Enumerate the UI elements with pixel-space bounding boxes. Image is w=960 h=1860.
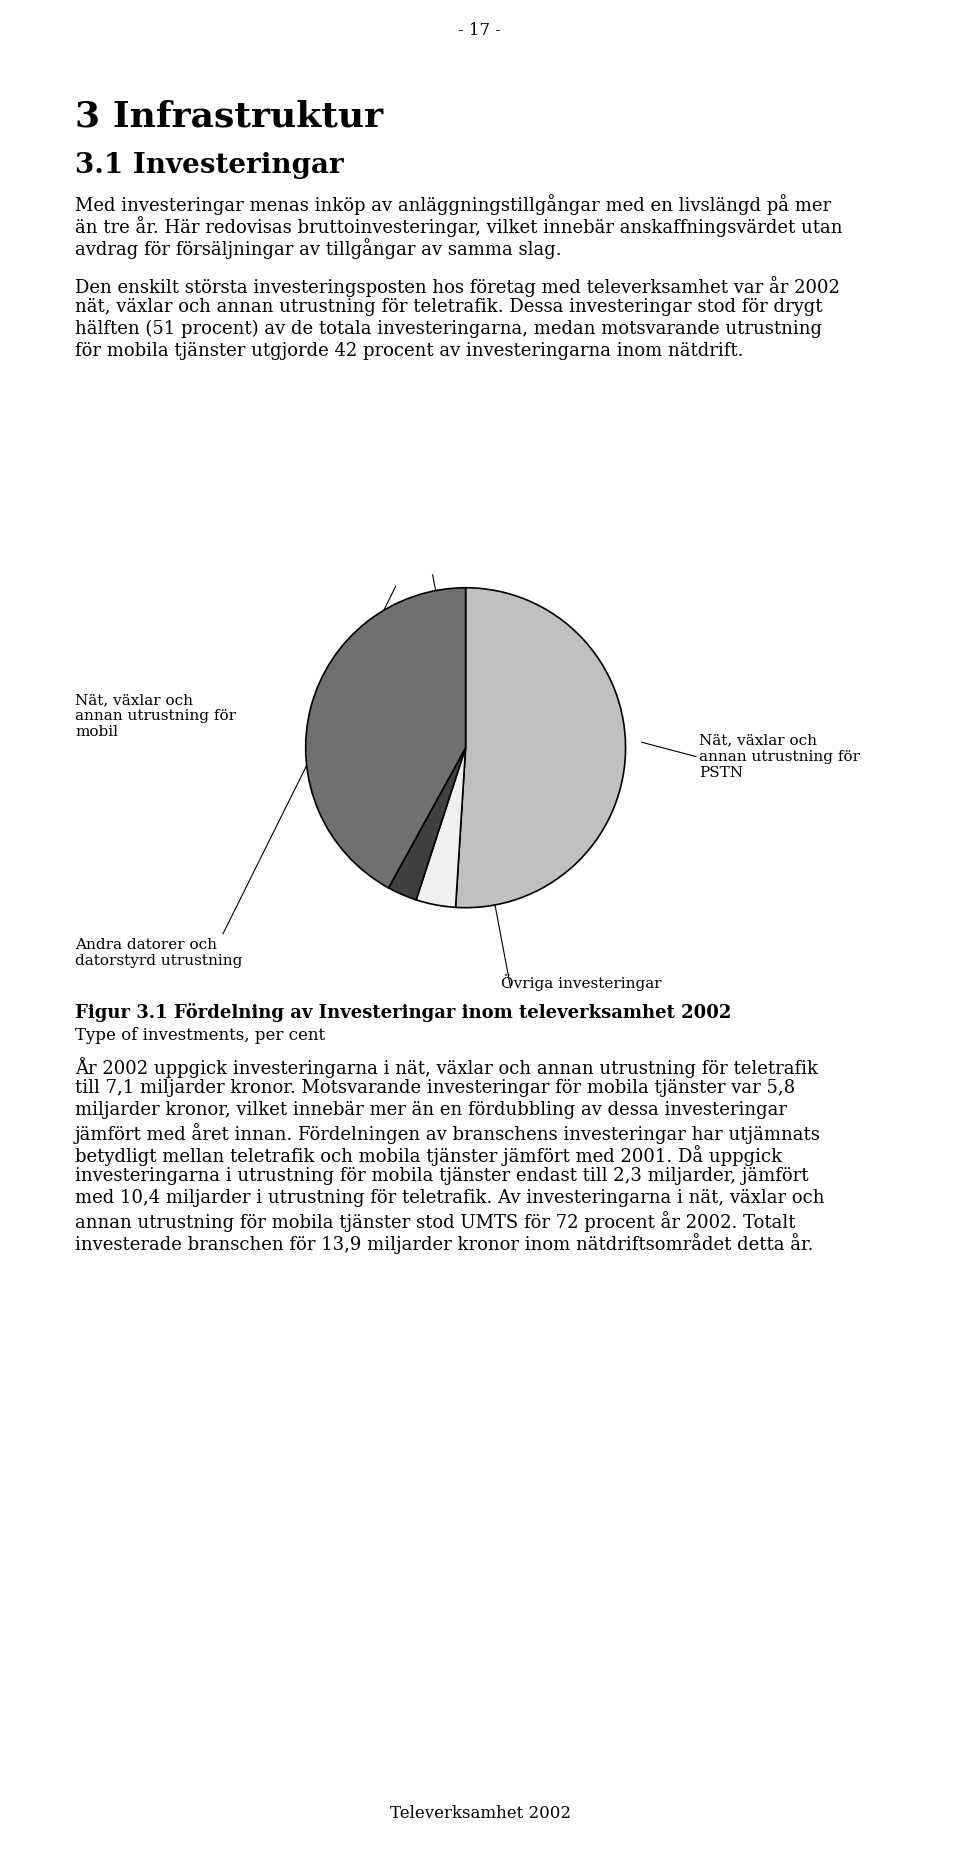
Text: År 2002 uppgick investeringarna i nät, växlar och annan utrustning för teletrafi: År 2002 uppgick investeringarna i nät, v… bbox=[75, 1056, 818, 1077]
Text: Nät, växlar och
annan utrustning för
PSTN: Nät, växlar och annan utrustning för PST… bbox=[699, 733, 860, 779]
Wedge shape bbox=[456, 588, 626, 908]
Text: betydligt mellan teletrafik och mobila tjänster jämfört med 2001. Då uppgick: betydligt mellan teletrafik och mobila t… bbox=[75, 1144, 782, 1166]
Text: för mobila tjänster utgjorde 42 procent av investeringarna inom nätdrift.: för mobila tjänster utgjorde 42 procent … bbox=[75, 342, 743, 361]
Wedge shape bbox=[417, 748, 466, 908]
Wedge shape bbox=[389, 748, 466, 900]
Text: 3 Infrastruktur: 3 Infrastruktur bbox=[75, 100, 383, 134]
Text: miljarder kronor, vilket innebär mer än en fördubbling av dessa investeringar: miljarder kronor, vilket innebär mer än … bbox=[75, 1101, 787, 1118]
Text: Andra datorer och
datorstyrd utrustning: Andra datorer och datorstyrd utrustning bbox=[75, 937, 242, 967]
Text: investerade branschen för 13,9 miljarder kronor inom nätdriftsområdet detta år.: investerade branschen för 13,9 miljarder… bbox=[75, 1233, 813, 1254]
Text: - 17 -: - 17 - bbox=[459, 22, 501, 39]
Text: till 7,1 miljarder kronor. Motsvarande investeringar för mobila tjänster var 5,8: till 7,1 miljarder kronor. Motsvarande i… bbox=[75, 1079, 795, 1097]
Text: annan utrustning för mobila tjänster stod UMTS för 72 procent år 2002. Totalt: annan utrustning för mobila tjänster sto… bbox=[75, 1211, 796, 1231]
Text: 3.1 Investeringar: 3.1 Investeringar bbox=[75, 153, 344, 179]
Wedge shape bbox=[305, 588, 466, 887]
Text: nät, växlar och annan utrustning för teletrafik. Dessa investeringar stod för dr: nät, växlar och annan utrustning för tel… bbox=[75, 298, 823, 316]
Text: investeringarna i utrustning för mobila tjänster endast till 2,3 miljarder, jämf: investeringarna i utrustning för mobila … bbox=[75, 1166, 808, 1185]
Text: än tre år. Här redovisas bruttoinvesteringar, vilket innebär anskaffningsvärdet : än tre år. Här redovisas bruttoinvesteri… bbox=[75, 216, 843, 236]
Text: Med investeringar menas inköp av anläggningstillgångar med en livslängd på mer: Med investeringar menas inköp av anläggn… bbox=[75, 193, 831, 216]
Text: Figur 3.1 Fördelning av Investeringar inom televerksamhet 2002: Figur 3.1 Fördelning av Investeringar in… bbox=[75, 1003, 732, 1021]
Text: hälften (51 procent) av de totala investeringarna, medan motsvarande utrustning: hälften (51 procent) av de totala invest… bbox=[75, 320, 822, 339]
Text: Nät, växlar och
annan utrustning för
mobil: Nät, växlar och annan utrustning för mob… bbox=[75, 692, 236, 738]
Text: med 10,4 miljarder i utrustning för teletrafik. Av investeringarna i nät, växlar: med 10,4 miljarder i utrustning för tele… bbox=[75, 1189, 825, 1207]
Text: Övriga investeringar: Övriga investeringar bbox=[500, 973, 661, 991]
Text: Type of investments, per cent: Type of investments, per cent bbox=[75, 1027, 325, 1043]
Text: jämfört med året innan. Fördelningen av branschens investeringar har utjämnats: jämfört med året innan. Fördelningen av … bbox=[75, 1123, 821, 1144]
Text: avdrag för försäljningar av tillgångar av samma slag.: avdrag för försäljningar av tillgångar a… bbox=[75, 238, 562, 259]
Text: Den enskilt största investeringsposten hos företag med televerksamhet var år 200: Den enskilt största investeringsposten h… bbox=[75, 275, 840, 298]
Text: Televerksamhet 2002: Televerksamhet 2002 bbox=[390, 1804, 570, 1823]
